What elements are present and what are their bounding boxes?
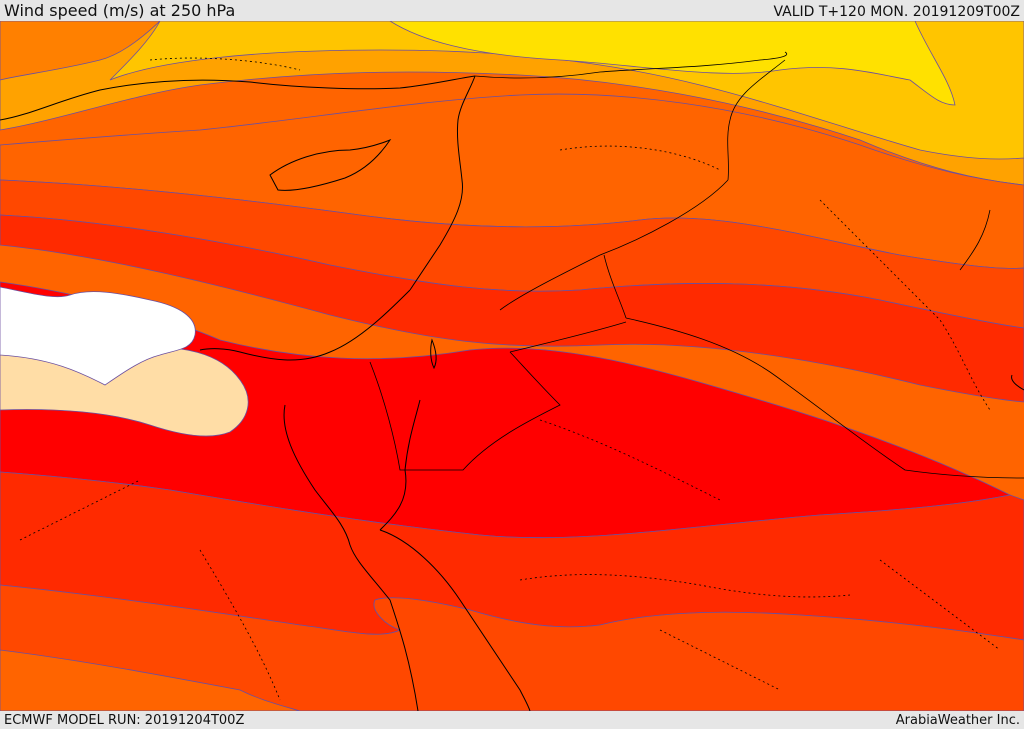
provider-label: ArabiaWeather Inc. (895, 713, 1020, 728)
footer-bar (0, 711, 1024, 729)
band-lightyellow (389, 21, 956, 106)
header-bar: Wind speed (m/s) at 250 hPa VALID T+120 … (0, 0, 1024, 21)
wind-speed-map (0, 21, 1024, 711)
map-title: Wind speed (m/s) at 250 hPa (4, 1, 236, 20)
valid-time: VALID T+120 MON. 20191209T00Z (773, 4, 1020, 20)
band-redorange-south (0, 584, 1024, 711)
band-white-core (0, 286, 196, 386)
band-darkorange-south (0, 649, 301, 711)
band-red-light (0, 214, 1024, 403)
borders (369, 51, 1024, 479)
model-run-label: ECMWF MODEL RUN: 20191204T00Z (4, 713, 245, 728)
internal-boundaries (19, 57, 1001, 701)
